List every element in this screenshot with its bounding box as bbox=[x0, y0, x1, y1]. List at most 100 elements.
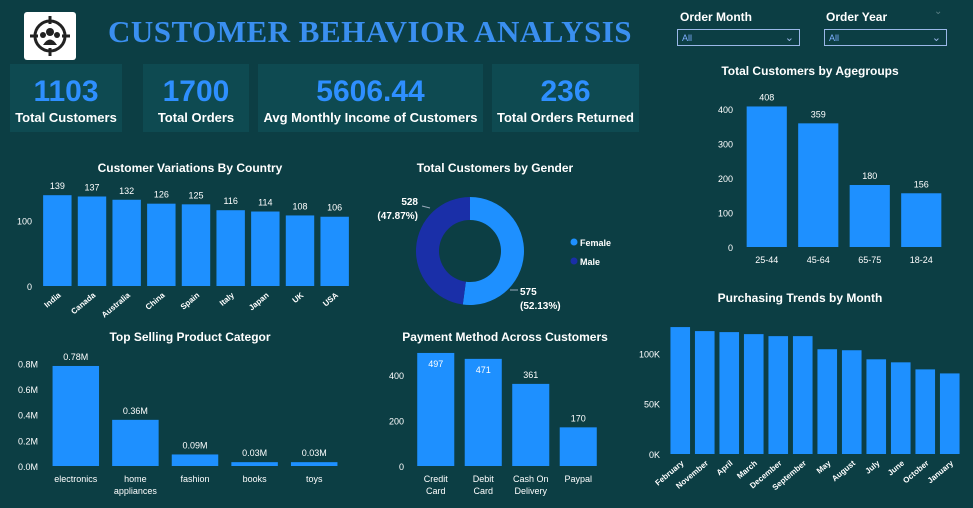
country-data-label: 116 bbox=[223, 196, 237, 206]
legend-label-female: Female bbox=[580, 238, 611, 248]
gender-percent-label: (52.13%) bbox=[520, 301, 561, 312]
country-data-label: 137 bbox=[84, 182, 99, 192]
country-data-label: 139 bbox=[50, 181, 65, 191]
country-data-label: 106 bbox=[327, 203, 342, 213]
kpi-total-orders: 1700 Total Orders bbox=[143, 64, 249, 132]
people-target-icon bbox=[30, 16, 70, 56]
age-data-label: 408 bbox=[759, 92, 774, 102]
product-y-tick-label: 0.6M bbox=[18, 385, 38, 395]
kpi-label: Total Orders Returned bbox=[496, 110, 634, 125]
order-month-dropdown[interactable]: All ⌄ bbox=[677, 29, 800, 46]
gender-slice-female bbox=[462, 197, 524, 305]
age-bar bbox=[746, 106, 787, 247]
payment-x-tick-label: Credit bbox=[424, 474, 449, 484]
order-year-label: Order Year bbox=[826, 10, 888, 24]
product-y-tick-label: 0.8M bbox=[18, 359, 38, 369]
order-year-dropdown[interactable]: All ⌄ bbox=[824, 29, 947, 46]
product-x-tick-label: appliances bbox=[114, 486, 158, 496]
country-x-tick-label: Canada bbox=[69, 290, 97, 316]
payment-data-label: 170 bbox=[571, 413, 586, 423]
month-bar bbox=[939, 373, 960, 454]
payment-y-tick-label: 400 bbox=[389, 371, 404, 381]
age-x-tick-label: 25-44 bbox=[755, 255, 778, 265]
country-y-tick-label: 0 bbox=[27, 282, 32, 292]
chevron-down-icon: ⌄ bbox=[784, 32, 794, 44]
product-data-label: 0.03M bbox=[302, 448, 327, 458]
age-data-label: 359 bbox=[811, 109, 826, 119]
order-month-label: Order Month bbox=[680, 10, 752, 24]
gender-chart-title: Total Customers by Gender bbox=[416, 161, 574, 175]
product-bar-chart: 0.0M 0.2M 0.4M 0.6M 0.8M 0.78M electronics 0.36… bbox=[18, 352, 338, 496]
country-x-tick-label: UK bbox=[291, 290, 306, 304]
month-x-tick-label: August bbox=[830, 458, 857, 483]
payment-data-label: 361 bbox=[523, 370, 538, 380]
country-x-tick-label: Japan bbox=[247, 291, 271, 313]
page-title: CUSTOMER BEHAVIOR ANALYSIS bbox=[107, 14, 633, 49]
age-y-tick-label: 200 bbox=[718, 174, 733, 184]
age-bar-chart: 0 100 200 300 400 408 25-44 359 45-64 180 65-75 156… bbox=[718, 92, 942, 265]
gender-data-label: 528 bbox=[401, 197, 418, 208]
payment-x-tick-label: Card bbox=[426, 486, 446, 496]
month-y-tick-label: 100K bbox=[639, 349, 660, 359]
age-y-tick-label: 0 bbox=[728, 243, 733, 253]
order-month-value: All bbox=[682, 33, 693, 43]
payment-x-tick-label: Card bbox=[473, 486, 493, 496]
month-bar bbox=[719, 332, 740, 454]
month-bar bbox=[817, 349, 838, 454]
kpi-total-orders-returned: 236 Total Orders Returned bbox=[492, 64, 639, 132]
logo bbox=[24, 12, 76, 60]
country-bar bbox=[216, 210, 245, 286]
product-bar bbox=[52, 365, 100, 466]
month-x-tick-label: January bbox=[926, 458, 956, 485]
payment-bar bbox=[464, 358, 502, 466]
gender-data-label: 575 bbox=[520, 287, 537, 298]
month-bar bbox=[670, 327, 691, 454]
payment-data-label: 471 bbox=[476, 365, 491, 375]
product-data-label: 0.78M bbox=[63, 352, 88, 362]
month-bar bbox=[915, 369, 936, 454]
kpi-value: 1103 bbox=[33, 75, 99, 108]
age-data-label: 156 bbox=[914, 179, 929, 189]
legend-label-male: Male bbox=[580, 257, 600, 267]
country-bar bbox=[112, 199, 141, 286]
country-data-label: 132 bbox=[119, 186, 134, 196]
month-y-tick-label: 50K bbox=[644, 400, 660, 410]
kpi-value: 236 bbox=[540, 75, 591, 108]
payment-chart-title: Payment Method Across Customers bbox=[402, 330, 608, 344]
month-y-tick-label: 0K bbox=[649, 450, 660, 460]
country-x-tick-label: China bbox=[144, 290, 167, 312]
legend-marker-male bbox=[570, 257, 578, 265]
country-bar-chart: 0 100 139 India 137 Canada 132 Australia 126 Chin… bbox=[17, 181, 349, 320]
age-y-tick-label: 300 bbox=[718, 140, 733, 150]
order-year-value: All bbox=[829, 33, 840, 43]
country-bar bbox=[285, 215, 315, 286]
payment-y-tick-label: 200 bbox=[389, 417, 404, 427]
country-bar bbox=[320, 216, 349, 286]
age-bar bbox=[849, 185, 890, 247]
month-x-tick-label: October bbox=[901, 459, 930, 486]
payment-bar bbox=[417, 352, 455, 466]
country-chart-title: Customer Variations By Country bbox=[97, 161, 283, 175]
month-bar bbox=[792, 336, 813, 454]
age-bar bbox=[901, 193, 942, 247]
product-data-label: 0.36M bbox=[123, 406, 148, 416]
product-bar bbox=[171, 454, 219, 466]
month-bar bbox=[866, 359, 887, 454]
payment-data-label: 497 bbox=[428, 359, 443, 369]
country-x-tick-label: Australia bbox=[100, 290, 132, 319]
age-chart-title: Total Customers by Agegroups bbox=[721, 64, 899, 78]
chevron-down-icon: ⌄ bbox=[931, 32, 941, 44]
payment-bar-chart: 0 200 400 497 Credit Card 471 Debit Card 361 Cash … bbox=[389, 352, 597, 496]
legend-marker-female bbox=[570, 238, 578, 246]
payment-bar bbox=[512, 383, 550, 466]
country-x-tick-label: Spain bbox=[179, 291, 202, 312]
product-chart-title: Top Selling Product Categor bbox=[109, 330, 271, 344]
month-bar bbox=[694, 331, 715, 454]
product-x-tick-label: home bbox=[124, 474, 147, 484]
country-x-tick-label: Italy bbox=[218, 290, 236, 308]
payment-x-tick-label: Debit bbox=[473, 474, 495, 484]
gender-leader-line bbox=[421, 205, 431, 209]
month-bar bbox=[768, 336, 789, 454]
month-bar bbox=[743, 334, 764, 454]
